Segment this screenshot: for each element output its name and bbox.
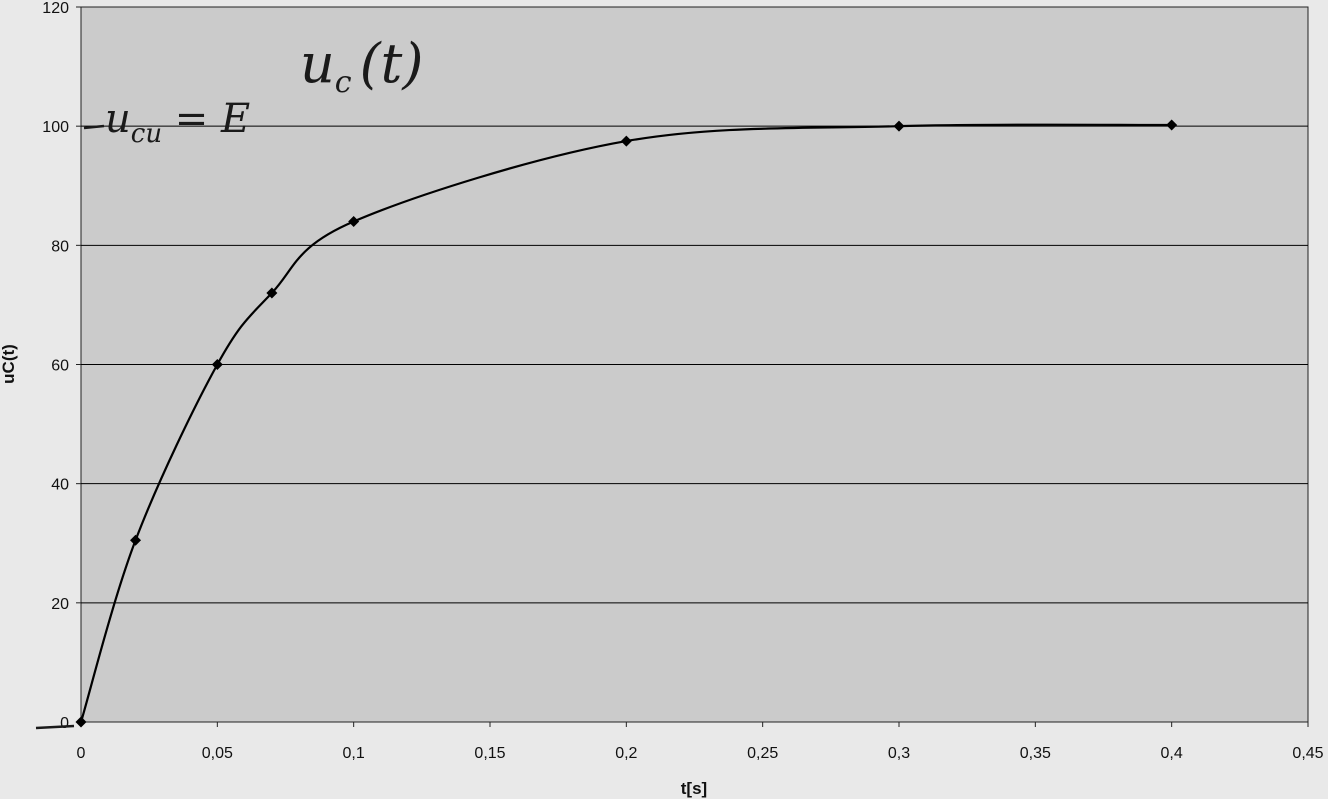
handwritten-ucu-e-text: ucu = E xyxy=(105,96,250,149)
y-axis-title: uC(t) xyxy=(0,344,18,384)
handwritten-ucu-e-annotation: ucu = E xyxy=(83,96,250,149)
handwritten-origin-mark xyxy=(35,724,75,730)
x-tick-label: 0,2 xyxy=(615,745,637,762)
x-tick-label: 0,05 xyxy=(202,745,233,762)
x-tick-label: 0,15 xyxy=(474,745,505,762)
gridlines xyxy=(76,6,1309,727)
x-tick-label: 0,45 xyxy=(1292,745,1323,762)
data-point-marker xyxy=(130,534,142,546)
x-tick-label: 0 xyxy=(77,745,86,762)
y-tick-label: 120 xyxy=(42,0,69,17)
y-tick-label: 40 xyxy=(51,477,69,494)
data-point-marker xyxy=(348,216,360,227)
y-tick-label: 20 xyxy=(51,596,69,613)
y-tick-labels: 0 20 40 60 80 100 120 xyxy=(42,0,69,732)
y-tick-label: 80 xyxy=(51,238,69,255)
y-tick-label: 100 xyxy=(42,119,69,136)
handwritten-uc-t-annotation: uc (t) xyxy=(300,32,423,100)
x-tick-label: 0,4 xyxy=(1161,745,1183,762)
handwritten-tick-mark xyxy=(83,124,105,130)
y-tick-label: 0 xyxy=(60,715,69,732)
data-point-marker xyxy=(893,120,905,132)
x-tick-label: 0,3 xyxy=(888,745,910,762)
data-point-marker xyxy=(1166,119,1178,131)
series-layer xyxy=(75,119,1178,728)
data-point-marker xyxy=(620,135,632,147)
x-axis-title: t[s] xyxy=(681,779,707,798)
x-tick-label: 0,35 xyxy=(1020,745,1051,762)
x-tick-label: 0,25 xyxy=(747,745,778,762)
data-point-marker xyxy=(75,716,87,728)
y-tick-label: 60 xyxy=(51,358,69,375)
x-tick-label: 0,1 xyxy=(343,745,365,762)
data-point-marker xyxy=(211,359,223,370)
x-tick-labels: 0 0,05 0,1 0,15 0,2 0,25 0,3 0,35 0,4 0,45 xyxy=(77,745,1324,762)
handwritten-uc-t-text: uc (t) xyxy=(300,32,423,100)
data-point-marker xyxy=(266,287,278,299)
